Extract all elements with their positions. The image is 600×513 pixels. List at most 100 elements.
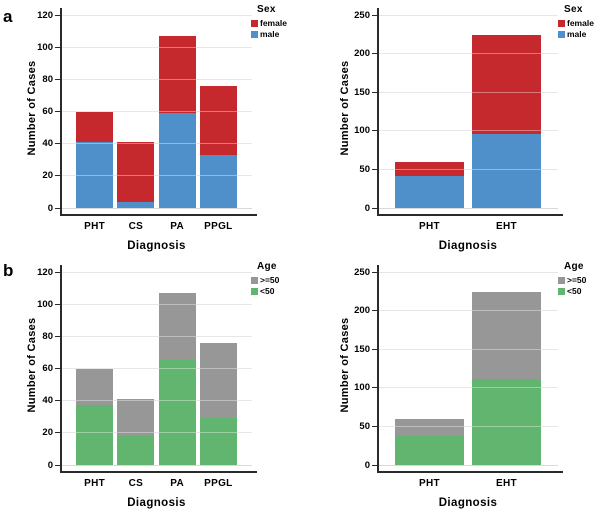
x-axis-label: Diagnosis bbox=[127, 497, 186, 509]
y-tick-label: 0 bbox=[47, 202, 53, 214]
y-tick-mark bbox=[55, 143, 60, 145]
bar-segment-50-cs bbox=[117, 399, 155, 437]
chart-sex-by-diagnosis: PHT CS PA PPGL 0 20 40 60 80 100 120 Number of Case… bbox=[0, 0, 300, 256]
grid-line-overlay bbox=[378, 271, 558, 273]
grid-line bbox=[61, 335, 252, 337]
x-tick-label-eht: EHT bbox=[496, 221, 517, 232]
y-tick-mark bbox=[55, 111, 60, 112]
grid-line bbox=[61, 271, 252, 273]
grid-line-overlay bbox=[61, 303, 252, 305]
y-tick-label: 50 bbox=[359, 163, 370, 175]
y-tick-mark bbox=[55, 432, 60, 434]
y-tick-label: 150 bbox=[354, 86, 370, 98]
bar-segment-male-ppgl bbox=[199, 154, 237, 208]
y-axis-spine bbox=[377, 265, 379, 471]
grid-line-overlay bbox=[378, 348, 558, 350]
bar-segment-50-cs bbox=[117, 436, 155, 465]
legend-item: >=50 bbox=[251, 276, 279, 285]
legend: Sex female male bbox=[558, 4, 594, 41]
grid-line bbox=[61, 400, 252, 402]
y-tick-mark bbox=[372, 130, 377, 132]
x-tick-label-pht: PHT bbox=[84, 478, 106, 489]
x-axis-label: Diagnosis bbox=[438, 240, 498, 252]
grid-line bbox=[378, 271, 558, 273]
y-axis-spine bbox=[60, 265, 62, 471]
x-tick-label-cs: CS bbox=[128, 221, 144, 232]
y-tick-label: 100 bbox=[37, 298, 53, 310]
y-tick-label: 0 bbox=[364, 459, 370, 471]
y-tick-mark bbox=[55, 464, 60, 466]
bar-segment-50-pht bbox=[76, 405, 114, 465]
bar-segment-female-cs bbox=[117, 142, 155, 202]
legend-item: >=50 bbox=[558, 276, 586, 285]
grid-line-overlay bbox=[61, 335, 252, 337]
legend-swatch-icon bbox=[251, 277, 258, 284]
grid-line bbox=[61, 78, 252, 80]
bar-segment-male-eht bbox=[471, 133, 542, 208]
y-tick-label: 60 bbox=[42, 106, 53, 117]
grid-line bbox=[61, 207, 252, 209]
grid-line bbox=[61, 368, 252, 369]
y-tick-mark bbox=[372, 464, 377, 466]
bar-segment-50-pa bbox=[158, 292, 196, 361]
grid-line-overlay bbox=[61, 78, 252, 80]
grid-line-overlay bbox=[378, 168, 558, 170]
bar-segment-50-pht bbox=[394, 436, 465, 465]
legend-item: <50 bbox=[558, 287, 586, 296]
legend: Sex female male bbox=[251, 4, 287, 41]
grid-line bbox=[61, 111, 252, 112]
x-tick-label-ppgl: PPGL bbox=[204, 478, 233, 489]
grid-line-overlay bbox=[61, 271, 252, 273]
x-tick-label-pht: PHT bbox=[419, 478, 440, 489]
y-tick-mark bbox=[372, 168, 377, 170]
grid-line-overlay bbox=[378, 130, 558, 132]
grid-line bbox=[378, 207, 558, 209]
y-tick-mark bbox=[372, 91, 377, 93]
y-tick-mark bbox=[55, 303, 60, 305]
grid-line bbox=[378, 310, 558, 312]
panel-label-b: b bbox=[3, 261, 14, 280]
y-tick-label: 250 bbox=[354, 9, 370, 21]
y-tick-label: 200 bbox=[354, 305, 370, 317]
y-tick-mark bbox=[55, 175, 60, 177]
bar-segment-male-pht bbox=[394, 176, 465, 208]
x-tick-label-pht: PHT bbox=[84, 221, 106, 232]
y-tick-label: 150 bbox=[354, 343, 370, 355]
panel-label-a: a bbox=[3, 7, 13, 26]
grid-line bbox=[378, 91, 558, 93]
bar-segment-female-pht bbox=[394, 161, 465, 177]
y-tick-label: 200 bbox=[354, 48, 370, 60]
legend-item: <50 bbox=[251, 287, 279, 296]
grid-line bbox=[61, 46, 252, 48]
grid-line bbox=[61, 303, 252, 305]
y-tick-mark bbox=[55, 335, 60, 337]
y-tick-label: 100 bbox=[354, 382, 370, 394]
grid-line bbox=[61, 464, 252, 466]
bar-segment-50-pht bbox=[76, 368, 114, 406]
y-axis-label: Number of Cases bbox=[339, 60, 351, 156]
x-tick-label-pht: PHT bbox=[419, 221, 440, 232]
y-tick-mark bbox=[55, 46, 60, 48]
x-axis-spine bbox=[60, 471, 257, 473]
bar-segment-50-pht bbox=[394, 418, 465, 437]
y-axis-label: Number of Cases bbox=[26, 317, 38, 413]
x-tick-label-pa: PA bbox=[170, 221, 184, 232]
x-tick-label-eht: EHT bbox=[496, 478, 517, 489]
legend-title: Age bbox=[564, 261, 584, 272]
legend-title: Sex bbox=[257, 4, 276, 15]
grid-line-overlay bbox=[61, 175, 252, 177]
grid-line bbox=[61, 175, 252, 177]
grid-line bbox=[378, 168, 558, 170]
y-axis-label: Number of Cases bbox=[26, 60, 38, 156]
y-tick-label: 40 bbox=[42, 138, 53, 150]
y-tick-mark bbox=[372, 207, 377, 209]
legend-item: male bbox=[251, 30, 287, 39]
grid-line bbox=[61, 143, 252, 145]
grid-line-overlay bbox=[61, 111, 252, 112]
legend-title: Age bbox=[257, 261, 277, 272]
y-tick-mark bbox=[55, 78, 60, 80]
y-tick-label: 60 bbox=[42, 363, 53, 374]
legend-swatch-icon bbox=[558, 288, 565, 295]
y-tick-label: 120 bbox=[37, 9, 53, 21]
chart-age-by-diagnosis: PHT CS PA PPGL 0 20 40 60 80 100 120 Number of Case… bbox=[0, 257, 300, 513]
